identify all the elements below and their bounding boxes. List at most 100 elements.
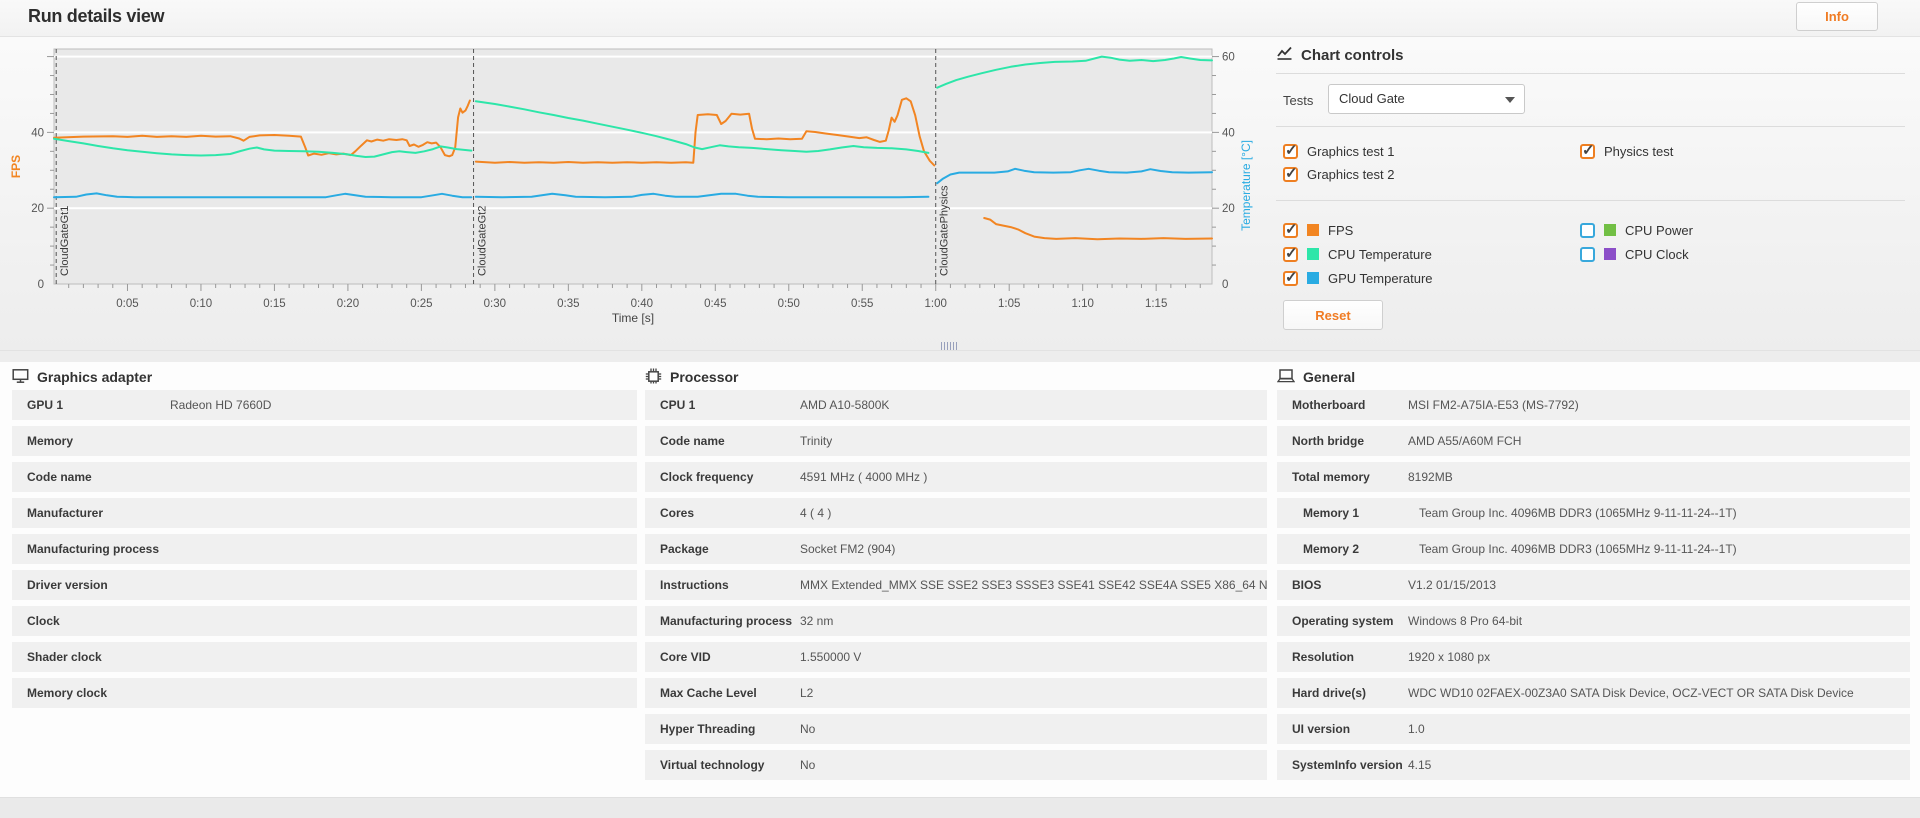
chevron-down-icon bbox=[1505, 97, 1515, 103]
table-row-north-bridge: North bridge AMD A55/A60M FCH bbox=[1277, 426, 1910, 456]
row-label: Memory bbox=[27, 434, 74, 448]
run-chart[interactable]: 0:05 0:10 0:15 0:20 0:25 0:30 0:35 0:40 0:45 0:50… bbox=[9, 37, 1280, 355]
panel-splitter[interactable] bbox=[0, 342, 1920, 362]
table-row-virtual-technology: Virtual technology No bbox=[645, 750, 1267, 780]
tests-dropdown-value: Cloud Gate bbox=[1339, 91, 1405, 106]
series-color-swatch bbox=[1604, 224, 1616, 236]
row-label: Cores bbox=[660, 506, 695, 520]
checkbox-row-fps: FPS bbox=[1283, 220, 1433, 238]
svg-text:0:35: 0:35 bbox=[557, 298, 579, 310]
table-row-resolution: Resolution 1920 x 1080 px bbox=[1277, 642, 1910, 672]
table-row-bios: BIOS V1.2 01/15/2013 bbox=[1277, 570, 1910, 600]
table-row-memory-2: Memory 2 Team Group Inc. 4096MB DDR3 (106… bbox=[1277, 534, 1910, 564]
graphics-adapter-header: Graphics adapter bbox=[12, 362, 637, 390]
row-label: Manufacturing process bbox=[27, 542, 160, 556]
row-value: L2 bbox=[800, 686, 814, 700]
svg-text:40: 40 bbox=[1222, 127, 1235, 139]
checkbox-graphics-test-1[interactable] bbox=[1283, 141, 1298, 159]
row-value: 4.15 bbox=[1408, 758, 1432, 772]
checkbox-label: CPU Clock bbox=[1625, 246, 1689, 262]
checkbox-cpu-clock[interactable] bbox=[1580, 246, 1595, 262]
row-value: AMD A10-5800K bbox=[800, 398, 890, 412]
row-value: 4591 MHz ( 4000 MHz ) bbox=[800, 470, 928, 484]
svg-text:60: 60 bbox=[1222, 52, 1235, 64]
row-value: V1.2 01/15/2013 bbox=[1408, 578, 1497, 592]
row-label: Instructions bbox=[660, 578, 729, 592]
table-row-ui-version: UI version 1.0 bbox=[1277, 714, 1910, 744]
monitor-icon bbox=[12, 368, 29, 387]
chart-panel: 0:05 0:10 0:15 0:20 0:25 0:30 0:35 0:40 0:45 0:50… bbox=[0, 37, 1920, 350]
row-value: Socket FM2 (904) bbox=[800, 542, 896, 556]
checkbox-row-physics-test: Physics test bbox=[1580, 141, 1673, 159]
splitter-grip-icon[interactable] bbox=[941, 342, 958, 350]
section-title: Processor bbox=[670, 369, 739, 385]
series-checkbox-column-right: CPU Power CPU Clock bbox=[1580, 222, 1693, 270]
checkbox-cpu-temperature[interactable] bbox=[1283, 244, 1298, 262]
row-label: Manufacturer bbox=[27, 506, 104, 520]
line-chart-icon bbox=[1276, 45, 1293, 65]
checkbox-fps[interactable] bbox=[1283, 220, 1298, 238]
svg-text:1:05: 1:05 bbox=[998, 298, 1020, 310]
processor-header: Processor bbox=[645, 362, 1267, 390]
checkbox-row-graphics-test-2: Graphics test 2 bbox=[1283, 164, 1394, 182]
table-row-gpu-1: GPU 1 Radeon HD 7660D bbox=[12, 390, 637, 420]
row-label: North bridge bbox=[1292, 434, 1364, 448]
separator bbox=[1276, 73, 1905, 74]
table-row-operating-system: Operating system Windows 8 Pro 64-bit bbox=[1277, 606, 1910, 636]
svg-text:0: 0 bbox=[38, 279, 44, 291]
row-value: No bbox=[800, 722, 816, 736]
checkbox-cpu-power[interactable] bbox=[1580, 222, 1595, 238]
row-label: Clock bbox=[27, 614, 60, 628]
table-row-memory: Memory bbox=[12, 426, 637, 456]
table-row-hard-drive-s-: Hard drive(s) WDC WD10 02FAEX-00Z3A0 SATA… bbox=[1277, 678, 1910, 708]
graphics-adapter-section: Graphics adapter GPU 1 Radeon HD 7660D Mem… bbox=[12, 362, 637, 714]
row-value: AMD A55/A60M FCH bbox=[1408, 434, 1522, 448]
row-label: Hyper Threading bbox=[660, 722, 756, 736]
series-color-swatch bbox=[1307, 224, 1319, 236]
table-row-shader-clock: Shader clock bbox=[12, 642, 637, 672]
row-label: Memory 1 bbox=[1303, 506, 1360, 520]
table-row-cores: Cores 4 ( 4 ) bbox=[645, 498, 1267, 528]
table-row-driver-version: Driver version bbox=[12, 570, 637, 600]
table-row-package: Package Socket FM2 (904) bbox=[645, 534, 1267, 564]
info-button[interactable]: Info bbox=[1796, 2, 1878, 31]
row-label: Resolution bbox=[1292, 650, 1354, 664]
row-value: Team Group Inc. 4096MB DDR3 (1065MHz 9-1… bbox=[1419, 506, 1737, 520]
general-rows: Motherboard MSI FM2-A75IA-E53 (MS-7792) No… bbox=[1277, 390, 1910, 780]
reset-button[interactable]: Reset bbox=[1283, 300, 1383, 330]
svg-text:0:45: 0:45 bbox=[704, 298, 726, 310]
svg-text:20: 20 bbox=[1222, 203, 1235, 215]
checkbox-physics-test[interactable] bbox=[1580, 141, 1595, 159]
chart-controls-header: Chart controls bbox=[1276, 45, 1404, 65]
row-value: 4 ( 4 ) bbox=[800, 506, 832, 520]
svg-text:0:15: 0:15 bbox=[263, 298, 285, 310]
table-row-cpu-1: CPU 1 AMD A10-5800K bbox=[645, 390, 1267, 420]
svg-text:40: 40 bbox=[31, 127, 44, 139]
svg-text:0:10: 0:10 bbox=[190, 298, 212, 310]
row-value: No bbox=[800, 758, 816, 772]
section-title: General bbox=[1303, 369, 1356, 385]
row-label: Shader clock bbox=[27, 650, 102, 664]
svg-text:1:10: 1:10 bbox=[1071, 298, 1093, 310]
row-label: Code name bbox=[27, 470, 92, 484]
checkbox-label: FPS bbox=[1328, 222, 1354, 238]
svg-text:0:05: 0:05 bbox=[116, 298, 138, 310]
processor-rows: CPU 1 AMD A10-5800K Code name Trinity Clock … bbox=[645, 390, 1267, 780]
series-checkbox-column-left: FPS CPU Temperature GPU Temperature bbox=[1283, 220, 1433, 294]
checkbox-graphics-test-2[interactable] bbox=[1283, 164, 1298, 182]
table-row-code-name: Code name bbox=[12, 462, 637, 492]
row-label: Manufacturing process bbox=[660, 614, 793, 628]
checkbox-gpu-temperature[interactable] bbox=[1283, 268, 1298, 286]
svg-text:20: 20 bbox=[31, 203, 44, 215]
table-row-total-memory: Total memory 8192MB bbox=[1277, 462, 1910, 492]
tests-dropdown[interactable]: Cloud Gate bbox=[1328, 84, 1525, 114]
svg-text:0:55: 0:55 bbox=[851, 298, 873, 310]
row-label: Memory clock bbox=[27, 686, 108, 700]
table-row-hyper-threading: Hyper Threading No bbox=[645, 714, 1267, 744]
system-info-panel: Graphics adapter GPU 1 Radeon HD 7660D Mem… bbox=[0, 362, 1920, 797]
svg-text:0:40: 0:40 bbox=[631, 298, 653, 310]
row-label: Motherboard bbox=[1292, 398, 1366, 412]
tests-label: Tests bbox=[1283, 93, 1314, 108]
row-value: 1.550000 V bbox=[800, 650, 862, 664]
checkbox-row-gpu-temperature: GPU Temperature bbox=[1283, 268, 1433, 286]
